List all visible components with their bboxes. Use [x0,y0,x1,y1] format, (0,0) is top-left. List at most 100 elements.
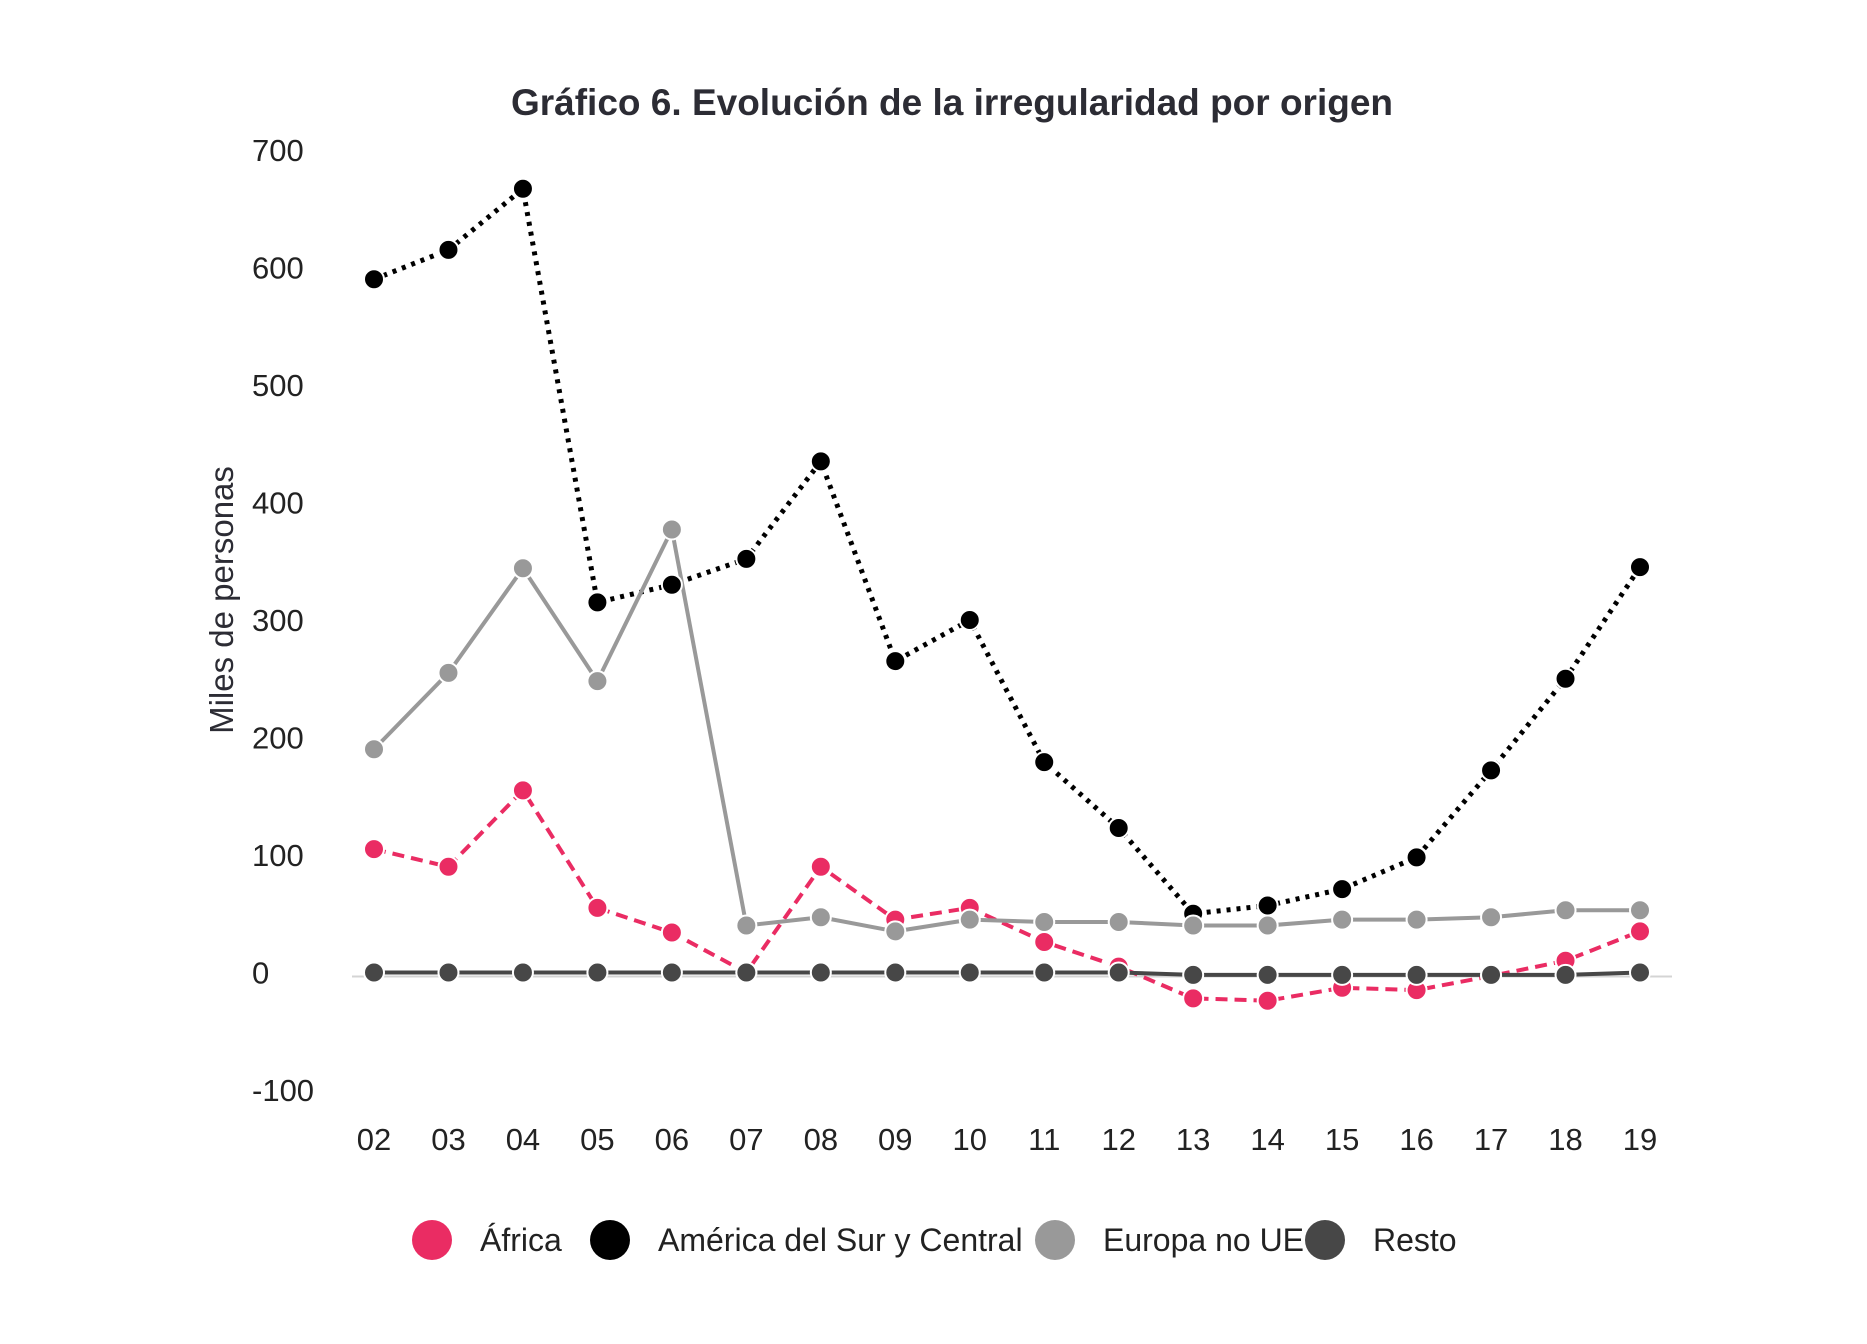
data-point-africa [1629,920,1651,943]
x-tick-label: 16 [1399,1122,1433,1157]
data-point-europa-no-ue [1107,910,1130,933]
data-point-resto [1033,961,1056,984]
series-line-america-del-sur-y-central [373,186,1643,917]
data-point-resto [511,961,534,984]
x-tick-label: 03 [431,1122,465,1157]
data-point-europa-no-ue [1033,910,1056,933]
data-point-europa-no-ue [1331,908,1354,931]
data-point-america-del-sur-y-central [586,591,609,614]
chart-title: Gráfico 6. Evolución de la irregularidad… [511,82,1393,123]
x-tick-label: 02 [357,1122,391,1157]
data-point-america-del-sur-y-central [1405,846,1428,869]
x-tick-label: 04 [506,1122,540,1157]
legend-marker-africa [412,1220,452,1260]
data-point-africa [437,855,460,878]
data-point-resto [660,961,683,984]
legend: África América del Sur y Central Europa no… [412,1220,1457,1260]
data-point-resto [1331,963,1354,986]
x-tick-label: 19 [1623,1122,1657,1157]
data-point-resto [437,961,460,984]
series-line-resto [374,970,1641,977]
data-point-europa-no-ue [586,670,609,693]
legend-marker-resto [1305,1220,1345,1260]
x-tick-label: 17 [1474,1122,1508,1157]
x-tick-label: 13 [1176,1122,1210,1157]
data-point-resto [1405,963,1428,986]
data-point-africa [363,838,385,861]
data-point-europa-no-ue [735,914,758,937]
data-point-africa [1182,987,1205,1010]
data-point-africa [809,855,832,878]
data-point-resto [1480,963,1503,986]
x-tick-label: 06 [655,1122,689,1157]
data-point-resto [1107,961,1130,984]
data-point-europa-no-ue [958,908,981,931]
x-tick-label: 15 [1325,1122,1359,1157]
data-point-europa-no-ue [809,906,832,929]
data-point-america-del-sur-y-central [363,268,385,291]
y-tick-label: 700 [252,133,304,168]
data-point-europa-no-ue [363,738,385,761]
x-tick-label: 07 [729,1122,763,1157]
data-point-resto [958,961,981,984]
data-point-africa [511,779,534,802]
data-point-resto [1629,961,1651,984]
data-point-europa-no-ue [1182,914,1205,937]
x-tick-label: 09 [878,1122,912,1157]
y-tick-label: 100 [252,838,304,873]
x-tick-label: 10 [953,1122,987,1157]
data-point-europa-no-ue [884,920,907,943]
y-tick-label: -100 [252,1073,314,1108]
data-point-america-del-sur-y-central [1331,878,1354,901]
data-point-europa-no-ue [660,518,683,541]
y-axis-label: Miles de personas [203,466,240,734]
legend-marker-europa-no-ue [1035,1220,1075,1260]
data-point-africa [1256,989,1279,1012]
x-tick-label: 05 [580,1122,614,1157]
data-point-america-del-sur-y-central [809,450,832,473]
y-tick-label: 300 [252,603,304,638]
data-point-america-del-sur-y-central [1107,816,1130,839]
data-point-resto [884,961,907,984]
legend-label-america-del-sur-y-central: América del Sur y Central [658,1222,1023,1258]
data-point-europa-no-ue [1405,908,1428,931]
series-line-africa [373,788,1641,1003]
data-point-resto [1554,963,1577,986]
data-point-resto [735,961,758,984]
x-tick-label: 18 [1548,1122,1582,1157]
data-point-america-del-sur-y-central [1480,759,1503,782]
data-point-america-del-sur-y-central [437,238,460,261]
legend-label-africa: África [480,1222,562,1258]
data-point-resto [363,961,385,984]
data-point-europa-no-ue [1256,914,1279,937]
data-point-america-del-sur-y-central [1629,556,1651,579]
data-point-america-del-sur-y-central [958,609,981,631]
x-tick-label: 08 [804,1122,838,1157]
data-point-europa-no-ue [511,557,534,580]
x-ticks-group: 02 03 04 05 06 07 08 09 10 11 12 13 14 15 16 17 18 19 [357,1122,1657,1157]
data-point-resto [1182,963,1205,986]
x-tick-label: 14 [1250,1122,1284,1157]
data-point-america-del-sur-y-central [660,573,683,596]
y-tick-label: 200 [252,721,304,756]
data-point-resto [586,961,609,984]
data-point-europa-no-ue [1554,899,1577,922]
data-point-resto [1256,963,1279,986]
y-tick-label: 500 [252,368,304,403]
y-ticks-group: 700 600 500 400 300 200 100 0 -100 [252,133,314,1108]
data-point-europa-no-ue [1629,899,1651,922]
x-tick-label: 11 [1028,1122,1060,1157]
legend-marker-america-del-sur-y-central [590,1220,630,1260]
data-point-america-del-sur-y-central [1554,667,1577,690]
data-point-africa [660,921,683,944]
series-line-europa-no-ue [372,527,1640,934]
y-tick-label: 0 [252,956,269,991]
data-point-america-del-sur-y-central [511,177,534,200]
y-tick-label: 600 [252,251,304,286]
data-point-africa [1033,930,1056,953]
legend-label-europa-no-ue: Europa no UE [1103,1222,1304,1258]
legend-label-resto: Resto [1373,1222,1457,1258]
data-point-america-del-sur-y-central [735,547,758,570]
